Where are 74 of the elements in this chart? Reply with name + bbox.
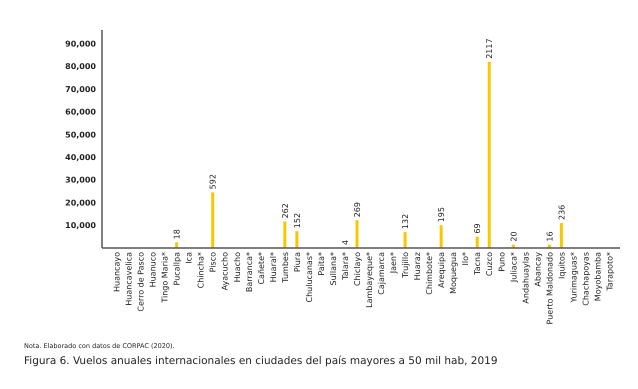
bar — [560, 223, 563, 248]
x-tick-label: Tacna — [473, 252, 482, 276]
x-tick-label: Cerro de Pasco — [136, 252, 146, 312]
x-tick-label: Chulucanas* — [304, 252, 314, 302]
annotation: 195 — [437, 207, 446, 222]
x-tick-label: Jaen* — [389, 252, 398, 274]
x-tick-label: Barranca* — [244, 252, 254, 292]
annotation: 269 — [352, 202, 362, 218]
x-tick-label: Iquitos — [557, 252, 566, 279]
x-tick-label: Paita* — [316, 252, 326, 276]
x-tick-label: Huaral* — [268, 252, 278, 282]
y-tick-label: 50,000 — [65, 130, 96, 140]
x-tick-label: Huancavelica — [124, 252, 134, 306]
x-tick-label: Pisco — [208, 252, 218, 272]
x-tick-label: Tumbes — [280, 252, 290, 284]
x-tick-label: Yurimaguas* — [569, 252, 578, 304]
x-tick-label: Cajamarca — [377, 252, 386, 295]
bar — [488, 62, 491, 248]
x-tick-label: Ica — [184, 252, 194, 264]
x-tick-label: Huaraz — [413, 252, 422, 280]
bar — [295, 231, 298, 248]
x-tick-label: Tarapoto* — [605, 252, 614, 292]
x-tick-label: Ilo* — [461, 252, 470, 266]
y-tick-label: 70,000 — [65, 84, 96, 94]
annotation: 592 — [208, 174, 218, 190]
x-tick-label: Huacho — [232, 252, 242, 282]
text: Figura 6. Vuelos anuales internacionales en ciudades del país mayores a 50 mil hab, 2019 — [24, 355, 498, 367]
x-tick-label: Chachapoyas — [581, 252, 590, 306]
x-tick-label: Talara* — [340, 252, 350, 281]
annotation: 152 — [292, 212, 302, 228]
annotation: 18 — [172, 229, 182, 240]
annotation: 262 — [280, 203, 290, 218]
x-tick-label: Sullana* — [328, 252, 338, 286]
x-tick-label: Chimbote* — [425, 252, 434, 295]
x-tick-label: Pucallpa — [172, 252, 182, 286]
annotation: 16 — [545, 231, 554, 242]
x-tick-label: Cañete* — [256, 252, 266, 285]
x-tick-label: Chincha* — [196, 252, 206, 288]
x-tick-label: Moquegua — [449, 252, 458, 294]
annotation: 4 — [340, 240, 350, 245]
x-tick-label: Abancay — [533, 252, 542, 287]
annotation: 20 — [509, 231, 518, 242]
annotation: 69 — [473, 223, 482, 234]
x-tick-label: Ayacucho — [220, 252, 230, 290]
annotation: 2117 — [485, 38, 494, 59]
x-tick-label: Huanuco — [148, 252, 158, 288]
x-tick-label: Piura — [292, 252, 302, 272]
bar — [211, 192, 214, 248]
y-tick-label: 60,000 — [65, 108, 96, 117]
x-tick-label: Andahuaylas — [521, 252, 530, 304]
x-tick-label: Juliaca* — [509, 252, 518, 284]
y-tick-label: 40,000 — [65, 152, 96, 162]
x-tick-label: Tingo Maria* — [160, 252, 170, 304]
bar — [476, 236, 479, 248]
annotation: 132 — [401, 214, 410, 230]
x-tick-label: Moyobamba — [593, 252, 602, 302]
y-tick-label: 80,000 — [65, 62, 96, 72]
bar — [355, 220, 358, 248]
y-tick-label: 90,000 — [65, 39, 96, 48]
x-tick-label: Puno — [497, 252, 506, 272]
x-tick-label: Chiclayo — [352, 252, 362, 286]
y-tick-label: 30,000 — [65, 176, 96, 185]
x-tick-label: Lambayeque* — [365, 252, 374, 308]
x-tick-label: Cuzco — [485, 252, 494, 276]
x-tick-label: Puerto Maldonado — [545, 252, 554, 324]
y-tick-label: 20,000 — [65, 198, 96, 208]
annotation: 236 — [557, 204, 566, 220]
bar — [404, 232, 407, 248]
bar — [440, 225, 443, 248]
x-tick-label: Huancayo — [112, 252, 122, 292]
y-tick-label: 10,000 — [65, 221, 96, 230]
bar — [283, 221, 286, 248]
x-tick-label: Arequipa — [437, 252, 446, 288]
x-tick-label: Trujillo — [401, 252, 410, 279]
